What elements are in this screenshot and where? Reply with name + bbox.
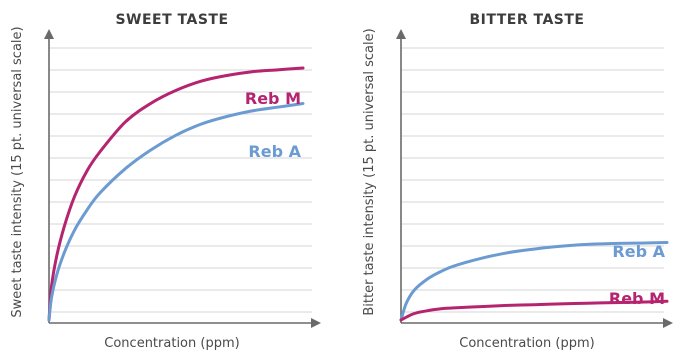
series-labels: Reb M Reb A [245,89,302,161]
y-axis-label: Bitter taste intensity (15 pt. universal… [362,28,377,315]
series-label-reb-m: Reb M [609,289,665,308]
series-lines [47,66,305,322]
series-line-reb-m [399,299,669,322]
x-axis-label: Concentration (ppm) [459,336,594,351]
chart-sweet-taste: SWEET TASTE Reb M Reb A Concentration (pp… [10,12,321,351]
chart-title: SWEET TASTE [115,12,228,28]
x-axis-label: Concentration (ppm) [104,336,239,351]
chart-title: BITTER TASTE [469,12,584,28]
chart-bitter-taste: BITTER TASTE Reb A Reb M Concentration (p… [362,12,673,351]
series-label-reb-a: Reb A [248,142,301,161]
series-line-reb-a [47,102,305,322]
series-line-reb-m [47,66,305,322]
series-label-reb-m: Reb M [245,89,301,108]
y-axis-label: Sweet taste intensity (15 pt. universal … [10,26,25,317]
gridlines [402,47,664,313]
series-line-reb-a [399,241,669,322]
series-label-reb-a: Reb A [612,242,665,261]
series-lines [399,241,669,322]
series-labels: Reb A Reb M [609,242,666,308]
